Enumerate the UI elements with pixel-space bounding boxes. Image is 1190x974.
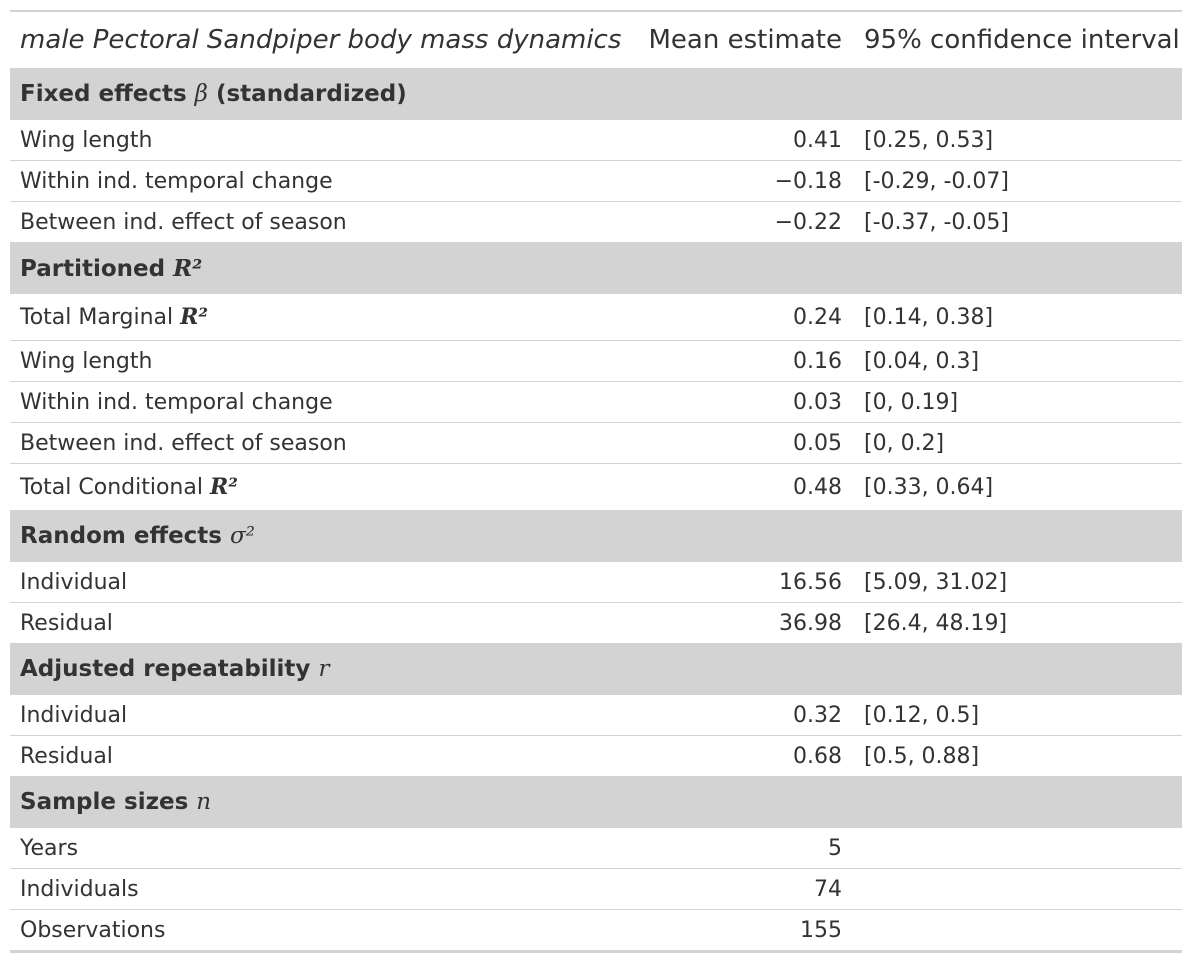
mean-estimate-header: Mean estimate [630,10,852,70]
table-row: Wing length 0.41 [0.25, 0.53] [10,119,1182,161]
row-label: Residual [10,735,630,778]
table-row: Observations 155 [10,909,1182,953]
row-estimate: 0.48 [630,463,852,512]
row-ci: [0.5, 0.88] [852,735,1182,778]
table-row: Total Marginal R² 0.24 [0.14, 0.38] [10,293,1182,341]
row-estimate: 36.98 [630,602,852,645]
row-label: Total Conditional R² [10,463,630,512]
table-row: Individuals 74 [10,868,1182,910]
table-row: Wing length 0.16 [0.04, 0.3] [10,340,1182,382]
row-label: Wing length [10,340,630,382]
row-label: Residual [10,602,630,645]
group-title: Random effects [20,523,222,549]
row-label-text: Total Conditional [20,475,203,500]
results-table-container: male Pectoral Sandpiper body mass dynami… [10,10,1182,953]
row-label: Between ind. effect of season [10,422,630,464]
row-label: Total Marginal R² [10,293,630,341]
table-row: Between ind. effect of season −0.22 [-0.… [10,201,1182,244]
group-heading: Sample sizes n [10,776,1182,828]
group-row-random-effects: Random effects σ² [10,510,1182,562]
table-row: Within ind. temporal change −0.18 [-0.29… [10,160,1182,202]
row-estimate: 155 [630,909,852,953]
table-row: Within ind. temporal change 0.03 [0, 0.1… [10,381,1182,423]
group-heading: Partitioned R² [10,242,1182,294]
row-ci: [-0.37, -0.05] [852,201,1182,244]
group-row-fixed-effects: Fixed effects β (standardized) [10,68,1182,120]
table-title-header: male Pectoral Sandpiper body mass dynami… [10,10,630,70]
row-ci [852,827,1182,869]
row-estimate: 0.32 [630,694,852,736]
row-label: Wing length [10,119,630,161]
row-label: Individual [10,694,630,736]
row-label: Years [10,827,630,869]
row-ci: [0.33, 0.64] [852,463,1182,512]
group-row-adjusted-repeatability: Adjusted repeatability r [10,643,1182,695]
row-ci: [0, 0.2] [852,422,1182,464]
row-label: Individual [10,561,630,603]
group-title: Partitioned [20,255,166,282]
row-ci [852,868,1182,910]
group-row-sample-sizes: Sample sizes n [10,776,1182,828]
row-ci: [0, 0.19] [852,381,1182,423]
group-heading: Random effects σ² [10,510,1182,562]
group-suffix: (standardized) [207,81,407,107]
row-estimate: 5 [630,827,852,869]
group-heading: Fixed effects β (standardized) [10,68,1182,120]
row-ci: [0.25, 0.53] [852,119,1182,161]
row-ci [852,909,1182,953]
row-label: Observations [10,909,630,953]
row-label: Individuals [10,868,630,910]
row-label: Within ind. temporal change [10,160,630,202]
group-symbol: β [194,81,208,107]
row-ci: [5.09, 31.02] [852,561,1182,603]
row-estimate: 74 [630,868,852,910]
table-row: Years 5 [10,827,1182,869]
group-title: Adjusted repeatability [20,656,311,682]
row-estimate: 0.24 [630,293,852,341]
row-ci: [26.4, 48.19] [852,602,1182,645]
table-row: Residual 0.68 [0.5, 0.88] [10,735,1182,778]
row-label: Between ind. effect of season [10,201,630,244]
row-estimate: 16.56 [630,561,852,603]
group-title: Fixed effects [20,81,187,107]
table-row: Individual 16.56 [5.09, 31.02] [10,561,1182,603]
row-label: Within ind. temporal change [10,381,630,423]
group-symbol: r [318,656,330,682]
row-estimate: 0.03 [630,381,852,423]
table-row: Residual 36.98 [26.4, 48.19] [10,602,1182,645]
row-ci: [0.12, 0.5] [852,694,1182,736]
row-estimate: 0.05 [630,422,852,464]
table-row: Individual 0.32 [0.12, 0.5] [10,694,1182,736]
table-header-row: male Pectoral Sandpiper body mass dynami… [10,10,1182,70]
group-symbol: R² [173,254,203,282]
row-estimate: −0.22 [630,201,852,244]
table-row: Total Conditional R² 0.48 [0.33, 0.64] [10,463,1182,512]
group-symbol: n [196,789,212,815]
confidence-interval-header: 95% confidence interval [852,10,1182,70]
group-title: Sample sizes [20,789,189,815]
results-table: male Pectoral Sandpiper body mass dynami… [10,10,1182,953]
row-estimate: 0.41 [630,119,852,161]
row-ci: [-0.29, -0.07] [852,160,1182,202]
group-row-partitioned-r2: Partitioned R² [10,242,1182,294]
group-heading: Adjusted repeatability r [10,643,1182,695]
row-ci: [0.04, 0.3] [852,340,1182,382]
row-ci: [0.14, 0.38] [852,293,1182,341]
row-estimate: 0.16 [630,340,852,382]
table-row: Between ind. effect of season 0.05 [0, 0… [10,422,1182,464]
row-label-text: Total Marginal [20,305,174,330]
row-label-symbol: R² [180,304,209,330]
row-label-symbol: R² [209,474,238,500]
group-symbol: σ² [230,523,255,549]
row-estimate: −0.18 [630,160,852,202]
row-estimate: 0.68 [630,735,852,778]
